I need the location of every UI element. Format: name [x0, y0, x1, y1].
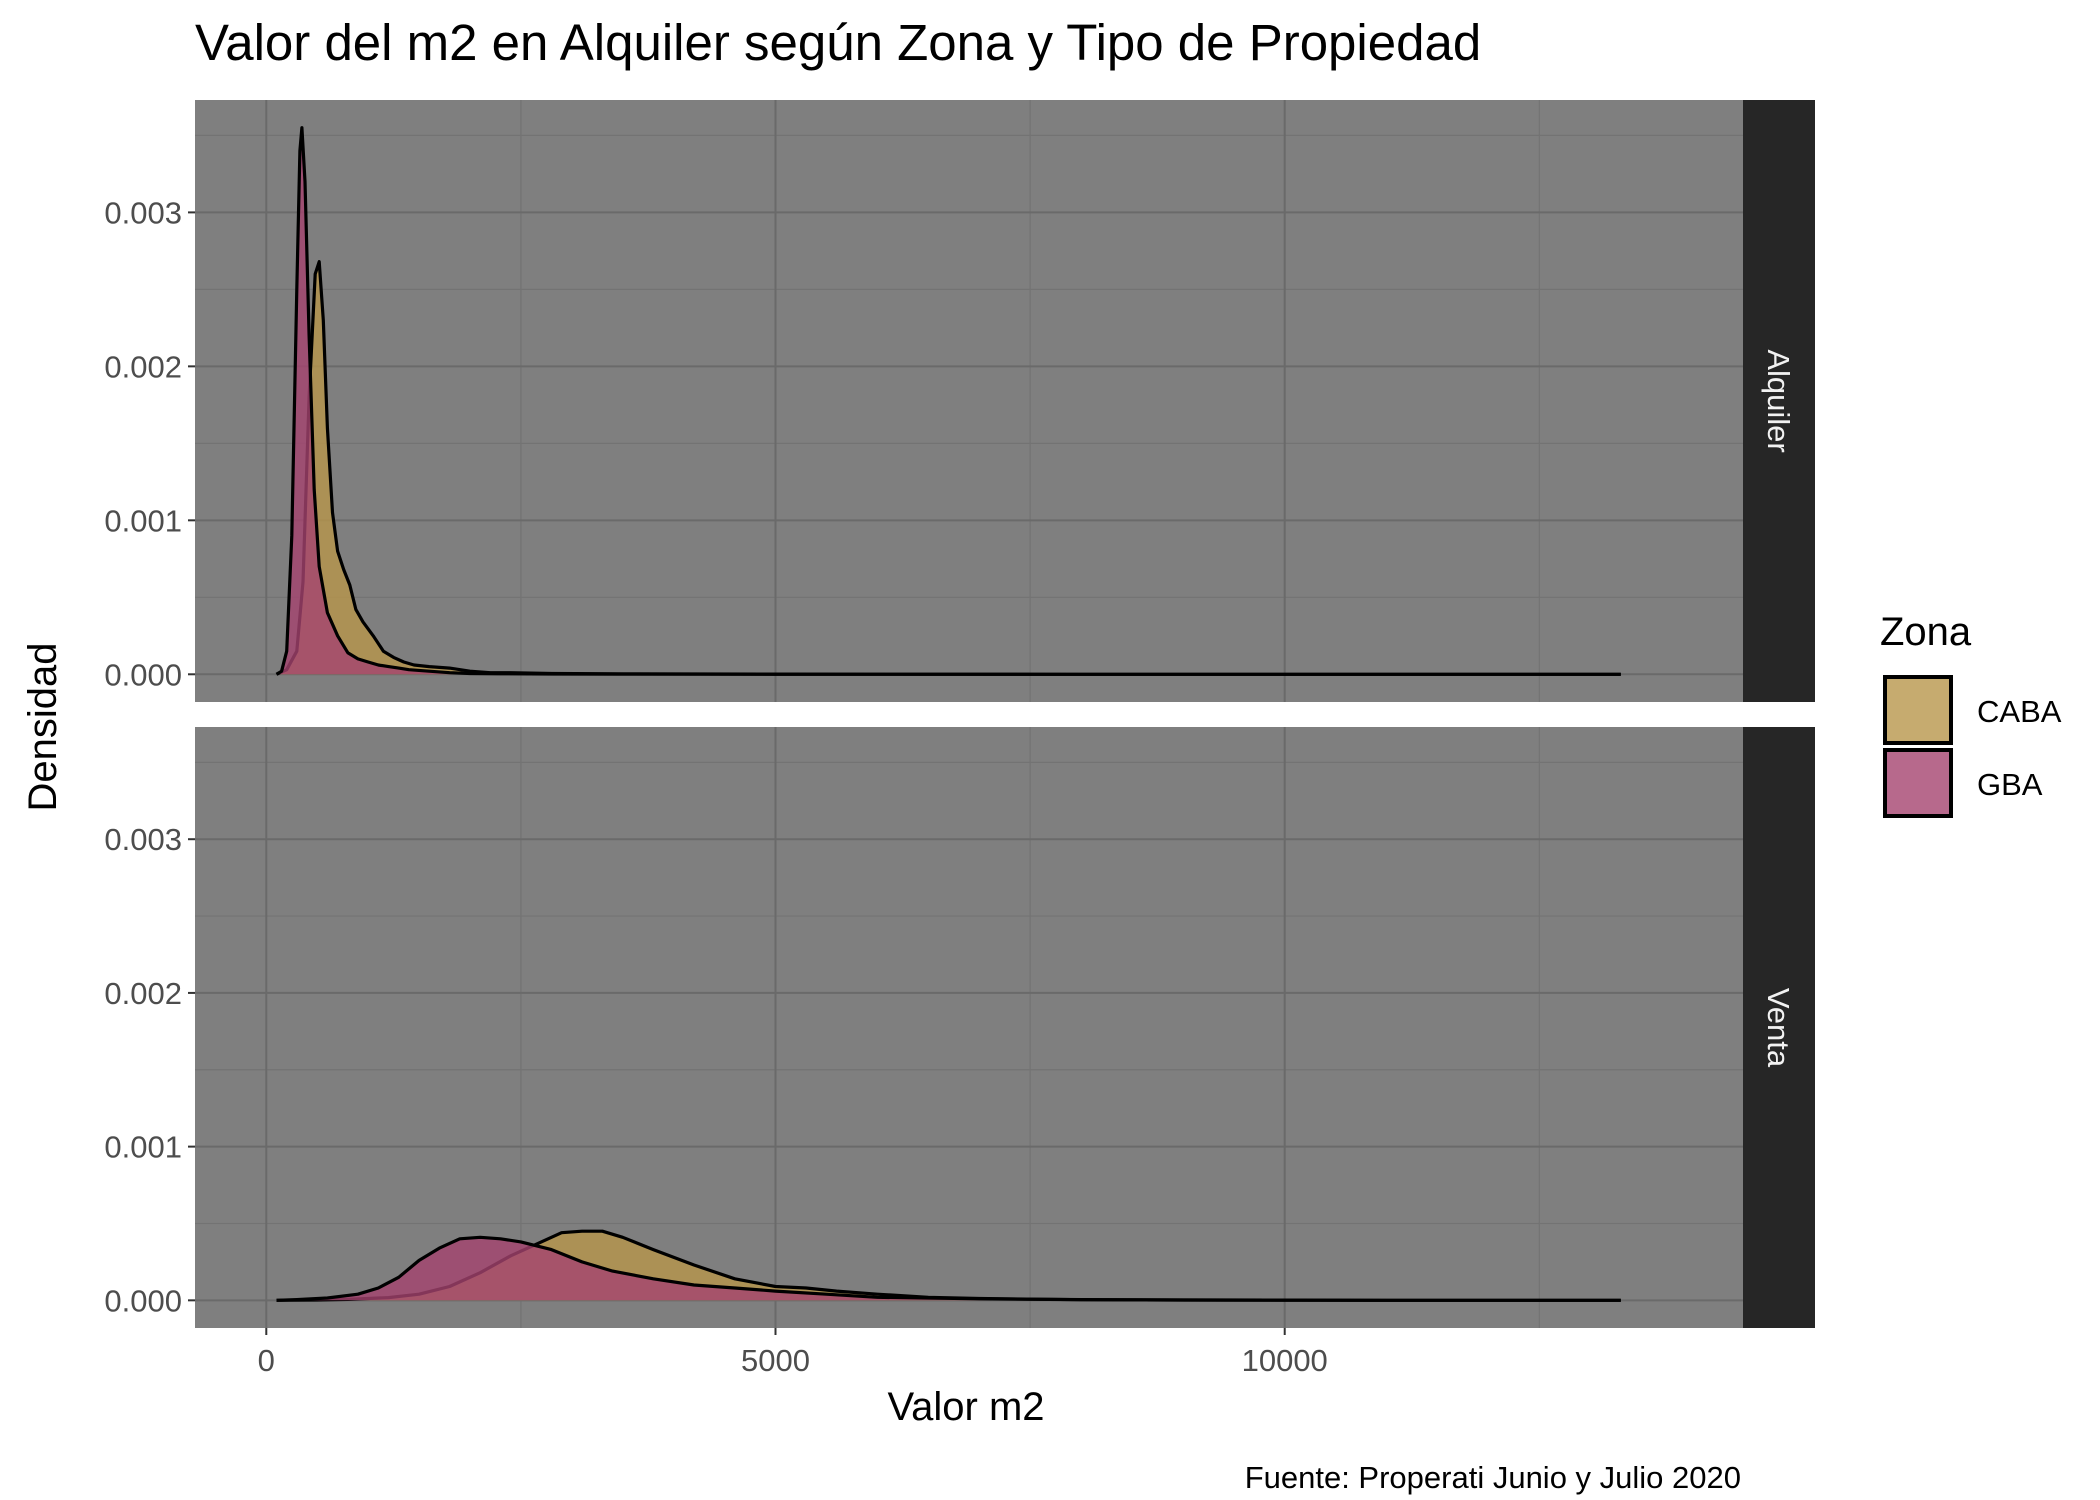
- panel-alquiler: 0.000 0.001 0.002 0.003 Alquiler: [104, 100, 1815, 702]
- panel-venta: 0.000 0.001 0.002 0.003 Venta: [104, 727, 1815, 1328]
- y-tick-label: 0.000: [104, 1283, 182, 1318]
- facet-strip-alquiler: [1743, 100, 1815, 702]
- y-tick-label: 0.003: [104, 822, 182, 857]
- density-line-gba-alquiler: [275, 126, 1621, 676]
- legend-swatch-gba: [1883, 748, 1953, 818]
- panel-background-venta: [195, 727, 1743, 1328]
- facet-strip-label-alquiler: Alquiler: [1761, 349, 1796, 452]
- density-area-gba-venta: [276, 1237, 1621, 1301]
- legend-label-caba: CABA: [1977, 694, 2062, 729]
- facet-strip-venta: [1743, 727, 1815, 1328]
- legend-swatch-caba: [1883, 675, 1953, 745]
- y-tick-label: 0.000: [104, 657, 182, 692]
- x-tick-label: 10000: [1242, 1343, 1328, 1378]
- legend-title: Zona: [1880, 610, 1972, 654]
- y-tick-label: 0.002: [104, 349, 182, 384]
- x-tick-label: 5000: [741, 1343, 810, 1378]
- panel-background-alquiler: [195, 100, 1743, 702]
- y-tick-label: 0.001: [104, 503, 182, 538]
- chart-title: Valor del m2 en Alquiler según Zona y Ti…: [195, 14, 1481, 71]
- legend-label-gba: GBA: [1977, 767, 2043, 802]
- density-line-gba-venta: [276, 1235, 1621, 1302]
- y-tick-label: 0.002: [104, 976, 182, 1011]
- x-axis: 0 5000 10000: [258, 1328, 1328, 1378]
- y-tick-label: 0.003: [104, 195, 182, 230]
- facet-strip-label-venta: Venta: [1761, 988, 1796, 1068]
- y-tick-label: 0.001: [104, 1130, 182, 1165]
- x-axis-title: Valor m2: [887, 1385, 1044, 1429]
- legend: Zona CABA GBA: [1880, 610, 2062, 818]
- x-tick-label: 0: [258, 1343, 275, 1378]
- caption: Fuente: Properati Junio y Julio 2020: [1245, 1460, 1741, 1495]
- y-axis-title: Densidad: [21, 642, 65, 811]
